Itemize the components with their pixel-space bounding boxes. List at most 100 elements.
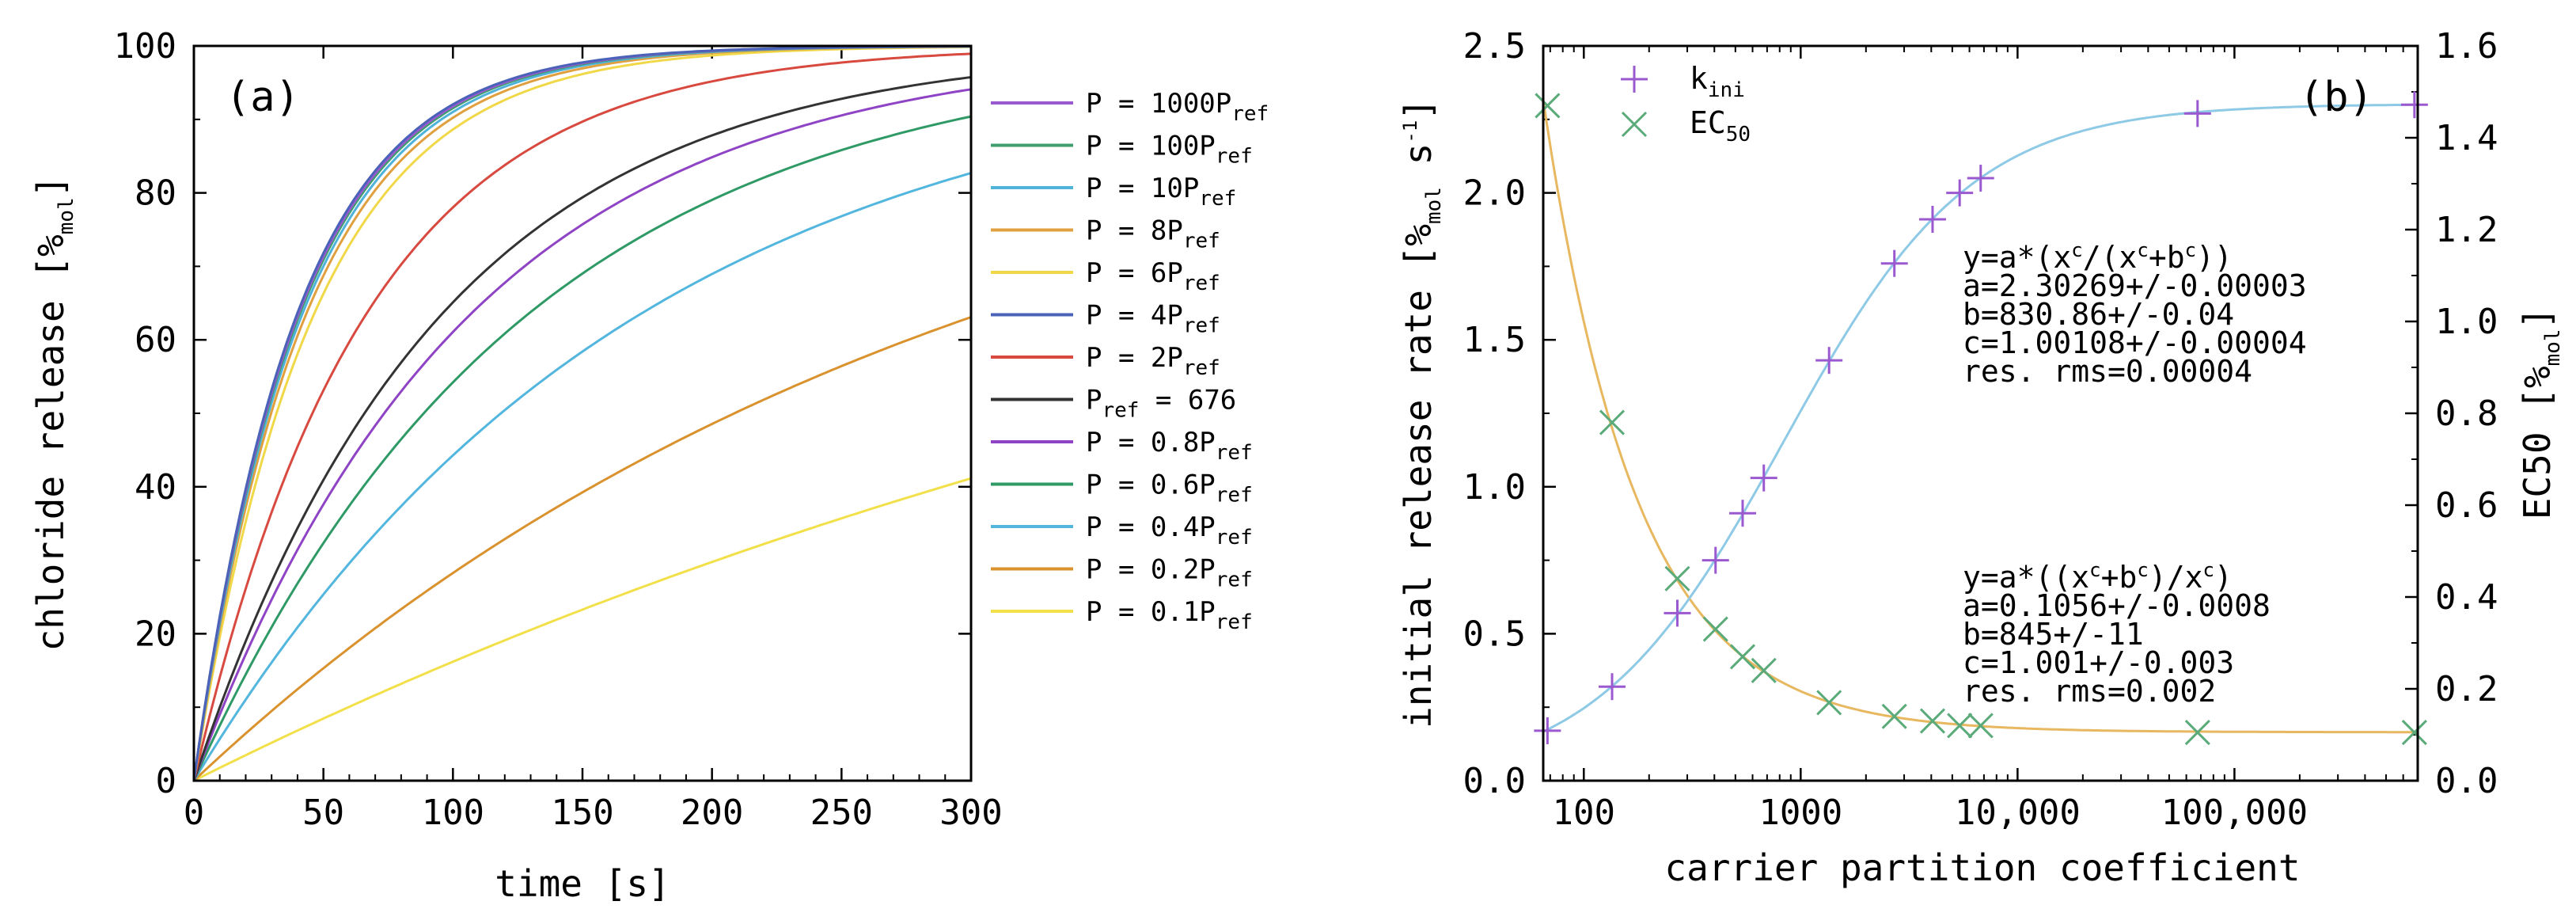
panel-a-series-line	[193, 477, 972, 782]
panel-a-ylabel-main: chloride release [%	[29, 234, 72, 651]
fit1-eq-s2: c	[2137, 239, 2148, 261]
panel-a-legend-main: P = 100P	[1086, 131, 1216, 162]
legend-kini-sub: ini	[1708, 78, 1745, 102]
fit2-param-c: c=1.001+/-0.003	[1963, 645, 2234, 680]
fit2-rms: res. rms=0.002	[1963, 674, 2216, 709]
kini-marker	[1815, 347, 1843, 375]
legend-ec50-cross	[1621, 111, 1648, 138]
fit1-eq-s3: c	[2185, 239, 2196, 261]
legend-label-ec50: EC50	[1690, 105, 1751, 146]
panel-b-ylabel-left-sub: mol	[1422, 187, 1446, 224]
panel-a-series-line	[192, 88, 972, 781]
panel-b-label: (b)	[2299, 74, 2373, 121]
legend-ec50-sub: 50	[1726, 123, 1751, 146]
fit1-param-b: b=830.86+/-0.04	[1963, 297, 2234, 332]
fit1-eq-b: /(x	[2083, 240, 2138, 275]
fit2-eq-c: )/x	[2149, 560, 2203, 595]
panel-a-xtick-label: 50	[302, 793, 344, 833]
fit1-eq-a: y=a*(x	[1963, 240, 2071, 275]
panel-b-ytick-right-label: 0.0	[2435, 761, 2498, 801]
panel-b-ytick-right-label: 1.4	[2435, 118, 2498, 158]
panel-a-series-line	[192, 76, 972, 781]
ec50-marker	[1729, 644, 1756, 670]
panel-b-legend: kini EC50	[1621, 61, 1751, 146]
panel-a: (a) 0 50 100 150 200 250 300 0 20 40 60 80 100 time …	[29, 26, 1269, 905]
kini-marker	[1702, 546, 1729, 574]
legend-marker-ec50	[1621, 111, 1648, 138]
panel-b-xtick-label: 10,000	[1955, 793, 2081, 833]
ec50-marker	[1919, 708, 1946, 734]
panel-a-series-line	[192, 45, 971, 781]
panel-a-series-line	[192, 316, 972, 782]
panel-a-ylabel-sub: mol	[55, 197, 78, 234]
ec50-marker	[1816, 690, 1842, 716]
kini-marker	[1598, 673, 1626, 701]
panel-b-ytick-right-label: 0.4	[2435, 577, 2498, 618]
panel-b-frame	[1542, 44, 2419, 782]
panel-a-legend-sub: ref	[1216, 441, 1253, 465]
panel-a-legend-main: P = 10P	[1086, 173, 1199, 204]
panel-a-legend-label: P = 0.6Pref	[1086, 470, 1253, 508]
fit2-eq-s3: c	[2202, 559, 2214, 581]
panel-b-xlabel: carrier partition coefficient	[1664, 846, 2300, 889]
fit1-param-c: c=1.00108+/-0.00004	[1963, 325, 2307, 360]
panel-a-legend-label: P = 0.1Pref	[1086, 596, 1253, 634]
panel-a-ytick-label: 60	[135, 320, 176, 360]
panel-a-xtick-label: 300	[939, 793, 1002, 833]
panel-a-ytick-label: 40	[135, 467, 176, 508]
panel-a-ytick-label: 0	[156, 761, 177, 801]
panel-a-ytick-label: 20	[135, 614, 176, 654]
panel-a-legend-sub: ref	[1216, 610, 1253, 634]
panel-a-legend-main: P = 2P	[1086, 342, 1183, 374]
panel-b-ytick-right-label: 0.6	[2435, 485, 2498, 526]
panel-b-ytick-left-label: 1.0	[1463, 467, 1526, 508]
legend-kini-plus	[1621, 66, 1648, 93]
panel-b-ytick-left-label: 0.5	[1463, 614, 1526, 654]
panel-a-series-line	[192, 115, 972, 781]
panel-a-xtick-label: 0	[184, 793, 205, 833]
fit2-eq-s2: c	[2137, 559, 2148, 581]
panel-a-series-line	[192, 45, 971, 781]
panel-a-legend-main: P = 0.4P	[1086, 511, 1216, 543]
panel-a-series-line	[192, 45, 971, 781]
panel-b-ylabel-left-end: ]	[1397, 98, 1440, 120]
panel-a-legend-sub: ref	[1183, 314, 1220, 338]
panel-a-series-lines	[192, 45, 972, 782]
ec50-marker	[1535, 93, 1561, 119]
panel-a-legend-label: P = 0.8Pref	[1086, 427, 1253, 465]
panel-a-series-line	[192, 45, 971, 781]
panel-a-xtick-label: 100	[422, 793, 484, 833]
panel-a-legend-main: P = 4P	[1086, 300, 1183, 332]
panel-a-legend-sub: ref	[1216, 526, 1253, 549]
ec50-marker	[1664, 565, 1690, 591]
panel-b-ylabel-left-main: initial release rate [%	[1397, 224, 1440, 728]
kini-marker	[1728, 500, 1756, 527]
panel-a-legend-main: P = 1000P	[1086, 88, 1231, 120]
panel-a-legend-label: P = 2Pref	[1086, 342, 1220, 380]
panel-a-frame	[192, 44, 973, 782]
panel-b-ylabel-right: EC50 [%mol]	[2516, 307, 2565, 520]
kini-marker	[2183, 100, 2211, 127]
panel-a-legend-main: P = 0.6P	[1086, 470, 1216, 501]
panel-a-legend-after: = 676	[1139, 385, 1236, 416]
panel-a-legend-label: P = 0.2Pref	[1086, 554, 1253, 592]
kini-marker	[2400, 91, 2428, 119]
panel-b-ytick-right-label: 1.2	[2435, 210, 2498, 250]
ec50-marker	[1967, 713, 1994, 739]
panel-b-markers	[1534, 91, 2428, 746]
panel-b-xtick-label: 100	[1553, 793, 1615, 833]
panel-a-legend-sub: ref	[1231, 102, 1269, 126]
fit1-rms: res. rms=0.00004	[1963, 354, 2252, 389]
kini-marker	[1750, 464, 1777, 492]
panel-a-legend-main: P = 6P	[1086, 257, 1183, 289]
panel-b-ytick-right-label: 0.2	[2435, 669, 2498, 709]
panel-b-tick-labels: 100 1000 10,000 100,000 0.0 0.5 1.0 1.5 2.0 2.5 0.…	[1463, 26, 2498, 833]
panel-b-ylabel-right-end: ]	[2516, 307, 2559, 329]
fit2-eq-d: )	[2214, 560, 2233, 595]
panel-a-ytick-label: 100	[114, 26, 176, 67]
panel-a-legend-label: P = 100Pref	[1086, 131, 1253, 169]
panel-b-ytick-left-label: 1.5	[1463, 320, 1526, 360]
panel-b-xtick-label: 1000	[1758, 793, 1842, 833]
fit1-eq-c: +b	[2149, 240, 2185, 275]
